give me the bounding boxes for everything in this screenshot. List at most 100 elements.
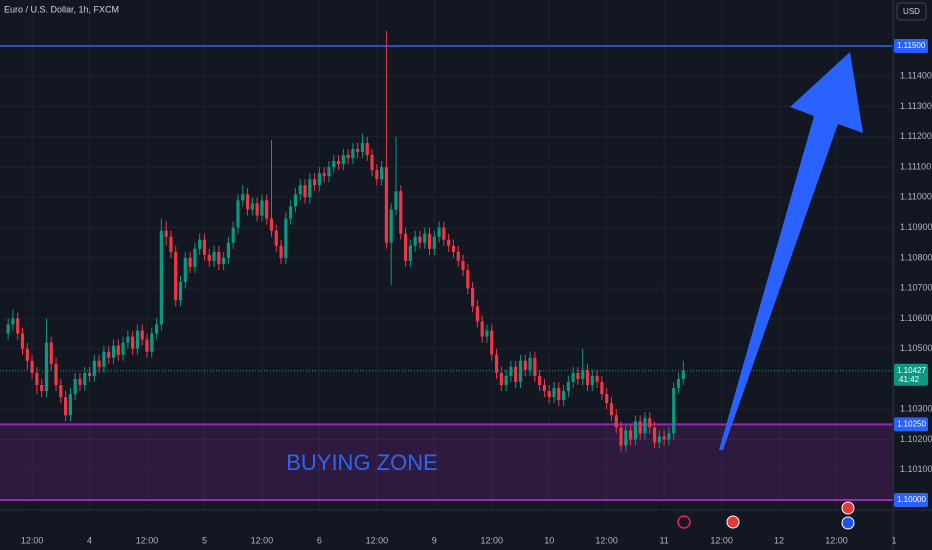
price-label-box <box>894 39 928 54</box>
event-icon[interactable] <box>841 516 855 530</box>
candle-body <box>332 161 336 168</box>
candle-body <box>451 245 456 252</box>
candle-body <box>59 384 63 398</box>
candle-body <box>336 161 341 165</box>
candle-body <box>624 430 628 446</box>
x-tick-label: 12:00 <box>136 535 159 545</box>
x-tick-label: 5 <box>202 535 207 545</box>
candle-body <box>317 173 321 186</box>
candle-body <box>202 239 207 255</box>
candle-body <box>351 148 355 158</box>
candle-body <box>375 170 379 180</box>
y-tick-label: 1.10700 <box>900 283 932 293</box>
x-tick-label: 4 <box>87 535 92 545</box>
candle-body <box>312 179 317 186</box>
y-tick-label: 1.10300 <box>900 404 932 414</box>
x-tick-label: 12:00 <box>21 535 44 545</box>
candle-body <box>557 388 561 401</box>
candle-body <box>140 330 144 340</box>
candle-body <box>638 421 642 434</box>
event-icon[interactable] <box>677 515 691 529</box>
y-tick-label: 1.11400 <box>900 71 932 81</box>
candle-body <box>169 236 173 252</box>
candle-body <box>403 233 408 261</box>
candle-body <box>6 324 10 334</box>
x-tick-label: 1 <box>891 535 896 545</box>
candle-body <box>427 233 432 249</box>
candle-body <box>629 430 633 440</box>
y-tick-label: 1.11200 <box>900 131 932 141</box>
candle-body <box>380 167 384 180</box>
candle-body <box>432 236 436 249</box>
buying-zone <box>0 424 893 501</box>
currency-label[interactable]: USD <box>903 7 920 16</box>
x-tick-label: 12:00 <box>480 535 503 545</box>
candle-body <box>504 375 508 385</box>
candle-body <box>193 248 197 267</box>
candle-body <box>356 148 360 152</box>
candle-body <box>269 218 274 231</box>
candle-body <box>121 342 125 355</box>
candle-body <box>542 384 547 392</box>
price-label-box <box>894 493 928 508</box>
candle-body <box>183 257 187 283</box>
candle-body <box>265 200 269 219</box>
candle-body <box>394 191 398 210</box>
candle-body <box>466 269 470 289</box>
x-tick-label: 12:00 <box>251 535 274 545</box>
zone-label: BUYING ZONE <box>286 450 438 475</box>
y-tick-label: 1.10500 <box>900 343 932 353</box>
x-tick-label: 12:00 <box>710 535 733 545</box>
candle-body <box>327 167 331 177</box>
candle-body <box>360 142 365 152</box>
candle-body <box>35 372 39 385</box>
candle-body <box>648 418 652 428</box>
x-tick-label: 12:00 <box>595 535 618 545</box>
candle-body <box>40 384 44 392</box>
candle-body <box>413 236 417 246</box>
candle-body <box>188 257 192 267</box>
candle-body <box>174 251 178 301</box>
candle-body <box>590 375 594 385</box>
candle-body <box>619 427 623 446</box>
candle-body <box>633 421 637 440</box>
currency-button[interactable] <box>896 2 927 21</box>
candle-body <box>245 194 250 210</box>
candle-body <box>533 357 537 376</box>
candle-body <box>576 372 580 379</box>
candle-body <box>68 394 72 416</box>
candle-body <box>255 203 259 216</box>
candle-body <box>499 372 503 385</box>
candle-body <box>475 306 479 322</box>
candle-body <box>399 191 403 234</box>
candle-body <box>289 206 293 219</box>
x-tick-label: 6 <box>317 535 322 545</box>
candle-body <box>212 251 216 261</box>
y-tick-label: 1.11000 <box>900 192 932 202</box>
candle-body <box>485 330 489 337</box>
last-price-box <box>894 363 928 386</box>
candle-body <box>11 318 15 325</box>
candle-body <box>480 321 484 337</box>
chart-title: Euro / U.S. Dollar, 1h, FXCM <box>4 4 119 14</box>
countdown-label: 41:42 <box>899 375 920 384</box>
candle-body <box>566 381 570 392</box>
price-label-box <box>894 417 928 432</box>
candle-body <box>49 342 53 364</box>
candle-body <box>308 179 312 198</box>
candle-body <box>135 330 140 349</box>
candle-body <box>514 366 518 382</box>
candle-body <box>217 251 221 264</box>
event-icon[interactable] <box>726 515 740 529</box>
candle-body <box>25 348 29 361</box>
y-tick-label: 1.10600 <box>900 313 932 323</box>
candle-body <box>207 254 211 261</box>
event-icon[interactable] <box>841 501 855 515</box>
candle-body <box>614 415 618 428</box>
candle-body <box>437 227 441 237</box>
x-tick-label: 12:00 <box>366 535 389 545</box>
candle-body <box>131 336 135 349</box>
candle-body <box>384 167 389 243</box>
candle-body <box>241 194 245 201</box>
